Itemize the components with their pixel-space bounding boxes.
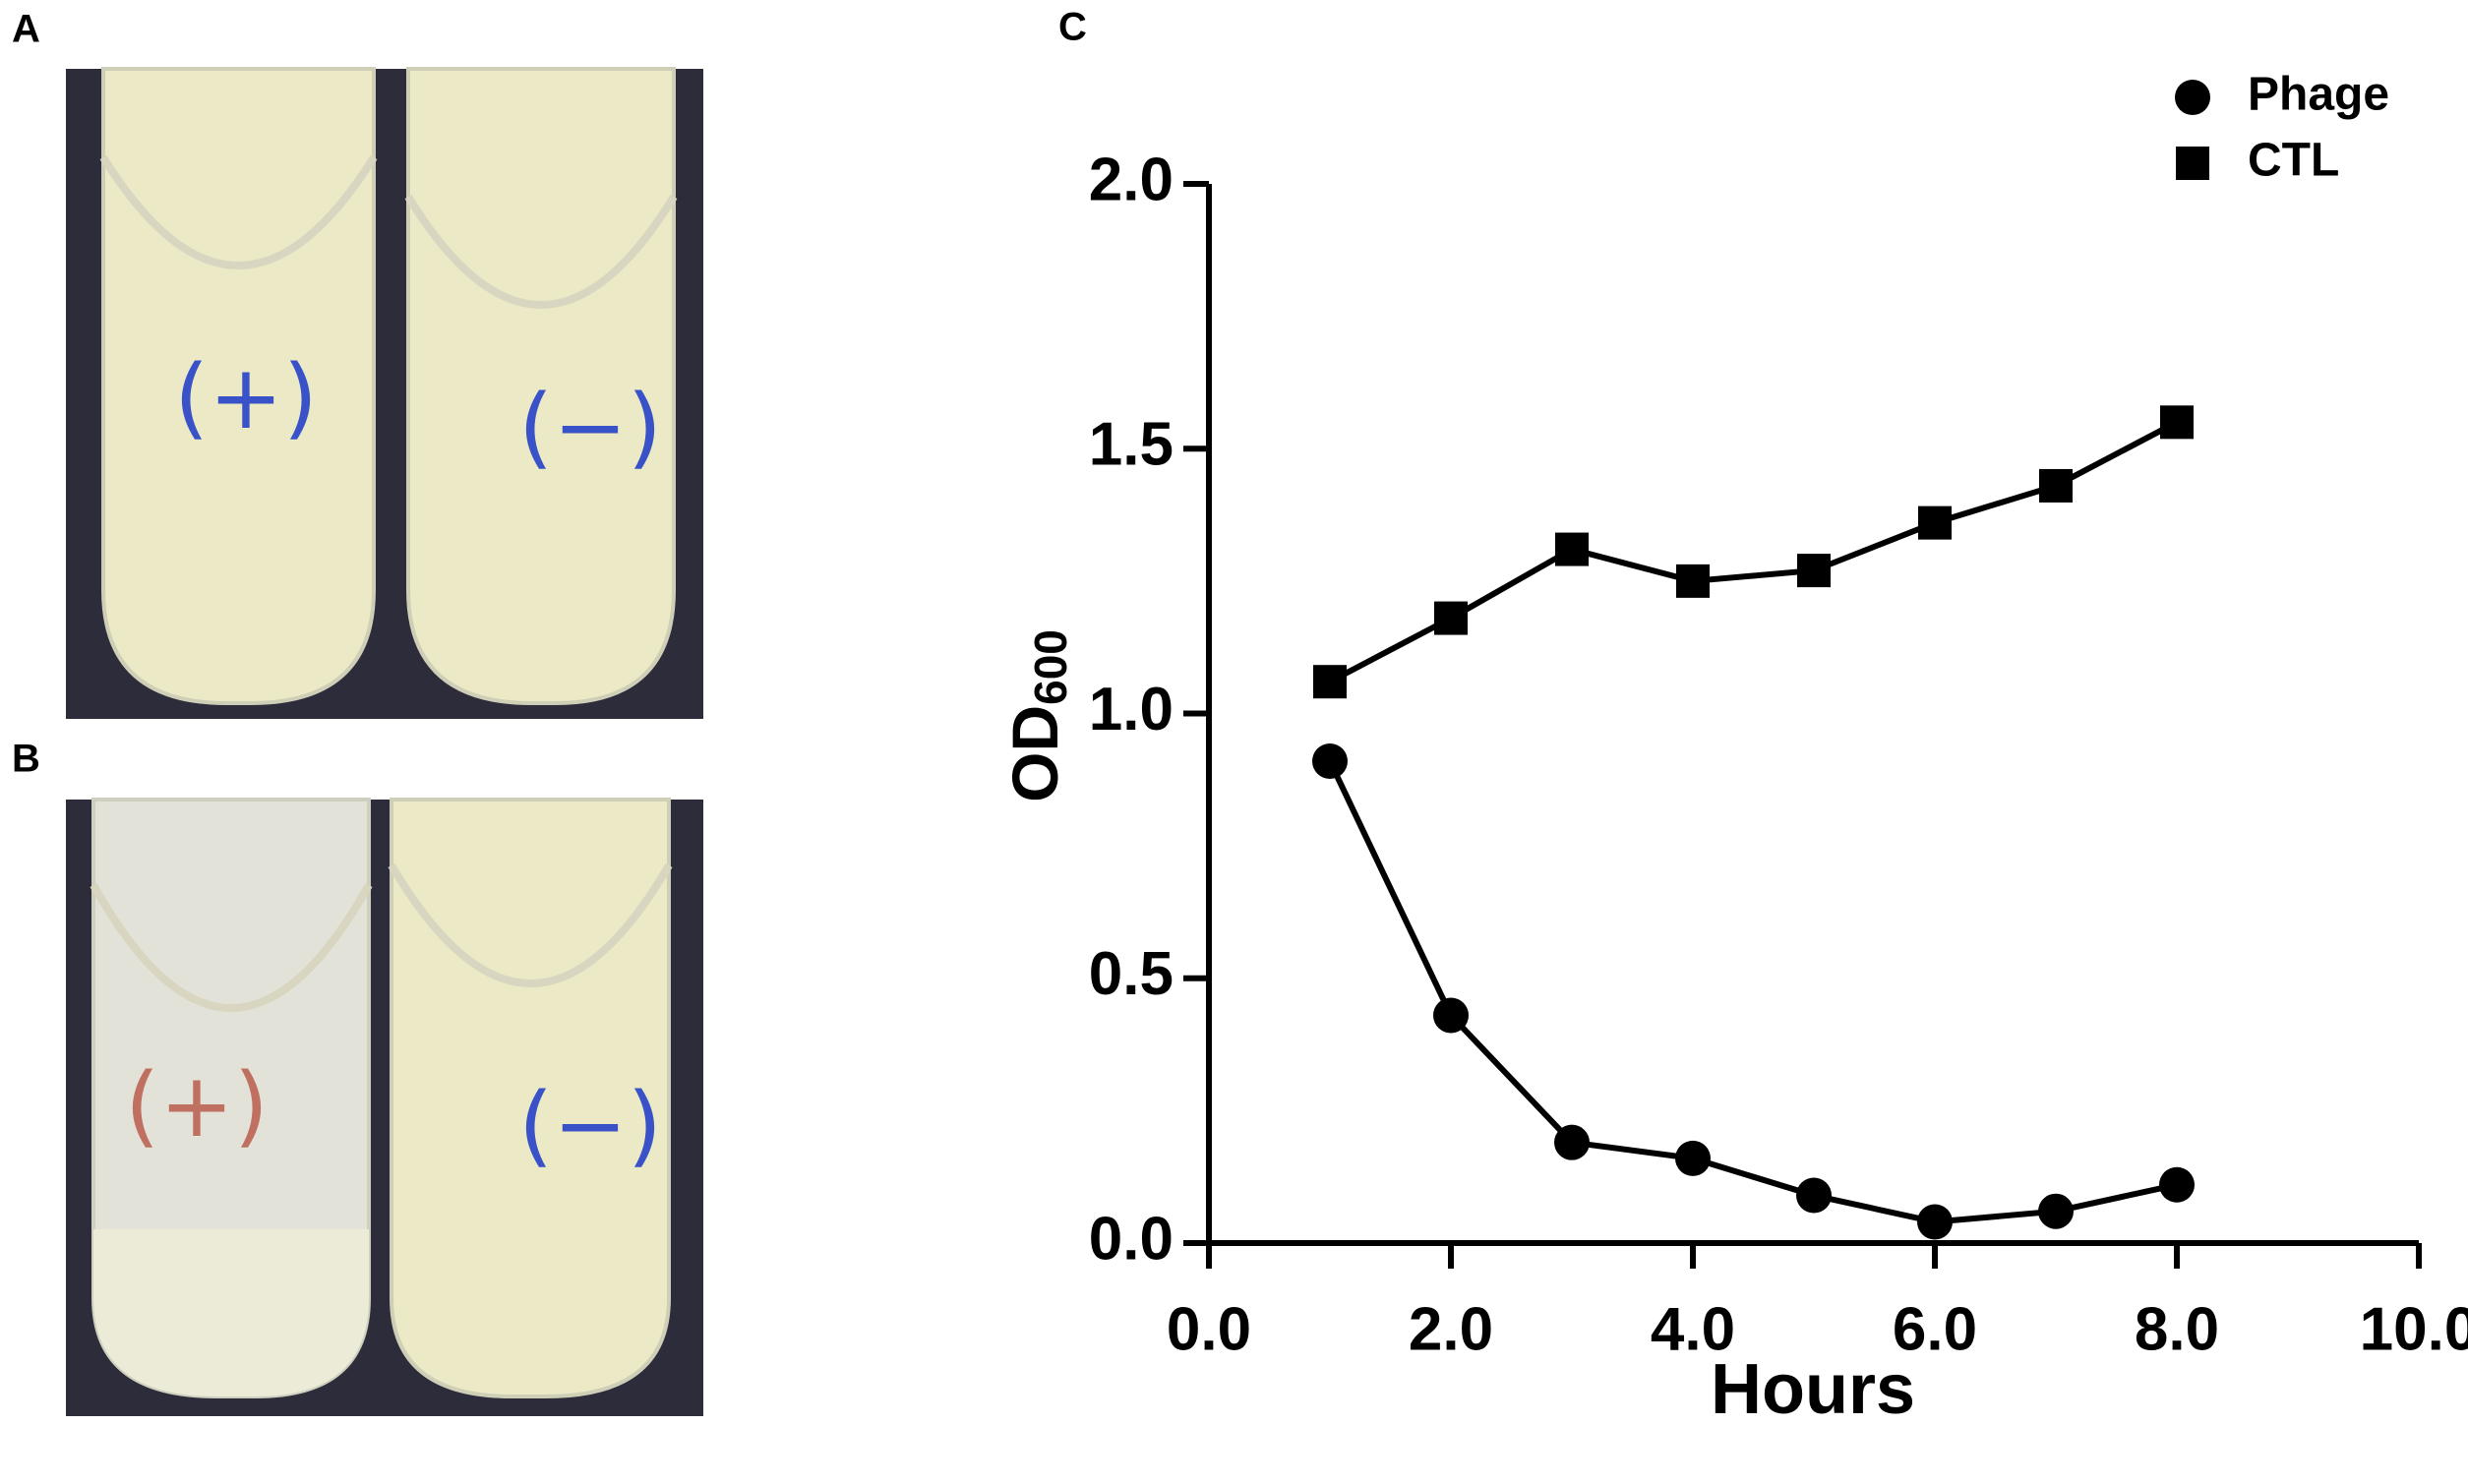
data-point [2160,405,2194,440]
tube-label: (+) [174,346,318,449]
data-point [1675,1140,1711,1176]
x-tick-label: 10.0 [2360,1295,2468,1363]
x-tick-label: 6.0 [1893,1295,1977,1363]
data-point [1434,601,1468,635]
data-point [2038,1193,2074,1229]
photo-b: (+) (−) [66,798,703,1416]
legend-label: Phage [2248,69,2389,121]
data-point [1313,665,1347,699]
x-axis-label: Hours [1711,1350,1915,1429]
tube-label: (+) [125,1054,269,1158]
data-point [1554,1124,1590,1160]
x-tick-label: 0.0 [1167,1295,1251,1363]
y-tick-label: 2.0 [1089,146,1174,213]
photo-a: (+) (−) [66,67,703,719]
panel-label: C [1058,6,1087,49]
data-point [2039,468,2073,503]
legend-marker [2175,80,2210,115]
x-tick-label: 2.0 [1409,1295,1493,1363]
data-point [1555,532,1589,566]
y-label-main: OD [998,705,1071,802]
data-point [1797,554,1831,588]
legend-marker [2176,147,2209,180]
tube-label: (−) [518,1074,662,1177]
y-tick-label: 0.0 [1089,1205,1174,1273]
panel-label: B [12,738,40,781]
data-point [1796,1177,1832,1214]
series-line [1328,419,2179,684]
data-point [1918,505,1952,540]
x-tick-label: 8.0 [2135,1295,2219,1363]
y-tick-label: 1.0 [1089,676,1174,743]
y-axis-label: OD600 [998,629,1076,802]
data-point [1676,564,1710,598]
tube-label: (−) [518,376,662,479]
y-tick-label: 1.5 [1089,411,1174,479]
series-line [1327,759,2178,1225]
y-tick-label: 0.5 [1089,940,1174,1008]
data-point [1312,742,1348,779]
y-label-sub: 600 [1025,629,1076,705]
data-point [1433,997,1469,1034]
x-tick-label: 4.0 [1651,1295,1735,1363]
data-point [1917,1204,1953,1240]
panel-label: A [12,8,40,51]
data-point [2159,1166,2195,1203]
legend-label: CTL [2248,135,2339,187]
